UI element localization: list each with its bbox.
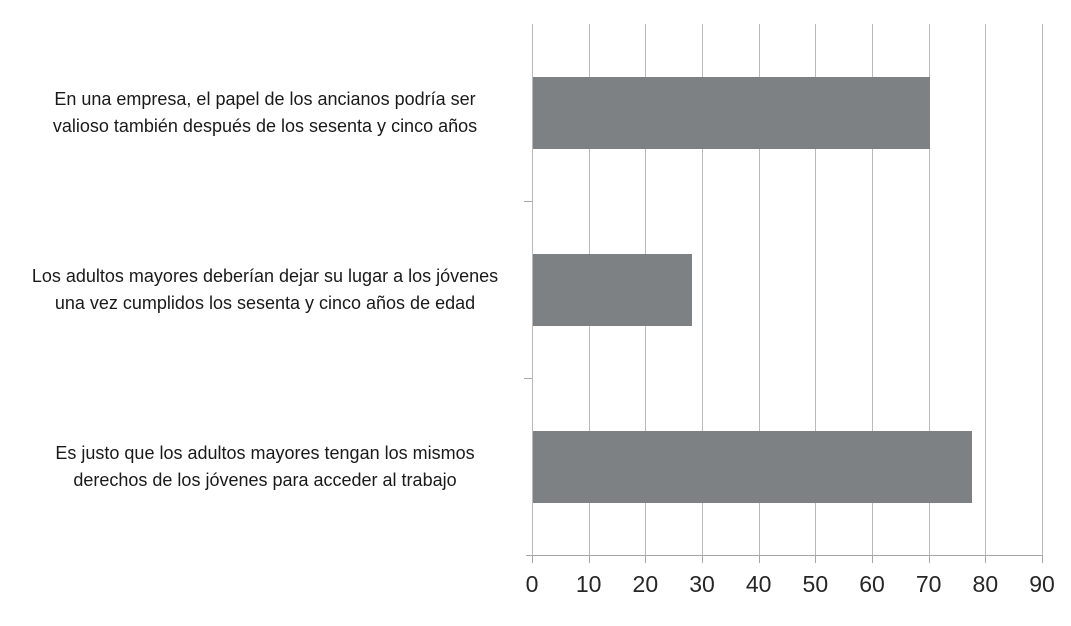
bar [533, 254, 692, 326]
category-label: Es justo que los adultos mayores tengan … [55, 442, 475, 490]
x-axis-tick-label: 70 [915, 571, 942, 597]
category-axis-tick [524, 378, 532, 379]
x-axis-tick-label: 60 [859, 571, 885, 597]
category-label: Los adultos mayores deberían dejar su lu… [31, 265, 499, 313]
x-axis-tick [985, 555, 987, 563]
x-axis-tick [758, 555, 760, 563]
x-axis-tick-label: 20 [632, 571, 659, 597]
x-axis-tick-label: 50 [802, 571, 829, 597]
category-axis-tick [524, 201, 532, 202]
x-axis-tick [872, 555, 873, 563]
gridline [758, 24, 760, 555]
x-axis-tick-label: 90 [1029, 571, 1055, 597]
bar [533, 77, 930, 149]
x-axis-tick [815, 555, 817, 563]
gridline [985, 24, 987, 555]
x-axis-tick [702, 555, 703, 563]
bar [533, 431, 972, 503]
x-axis-tick-label: 10 [575, 571, 602, 597]
x-axis-tick-label: 40 [745, 571, 772, 597]
gridline [872, 24, 873, 555]
gridline [1042, 24, 1043, 555]
x-axis-tick [645, 555, 647, 563]
gridline [928, 24, 930, 555]
category-label: En una empresa, el papel de los ancianos… [52, 88, 478, 136]
gridline [815, 24, 817, 555]
x-axis-line [526, 555, 1043, 556]
x-axis-tick-label: 30 [689, 571, 715, 597]
x-axis-tick [588, 555, 590, 563]
x-axis-tick [1042, 555, 1043, 563]
x-axis-tick [928, 555, 930, 563]
gridline [702, 24, 703, 555]
x-axis-tick [532, 555, 533, 563]
gridline [532, 24, 533, 555]
x-axis-tick-label: 0 [525, 571, 539, 597]
x-axis-tick-label: 80 [972, 571, 999, 597]
